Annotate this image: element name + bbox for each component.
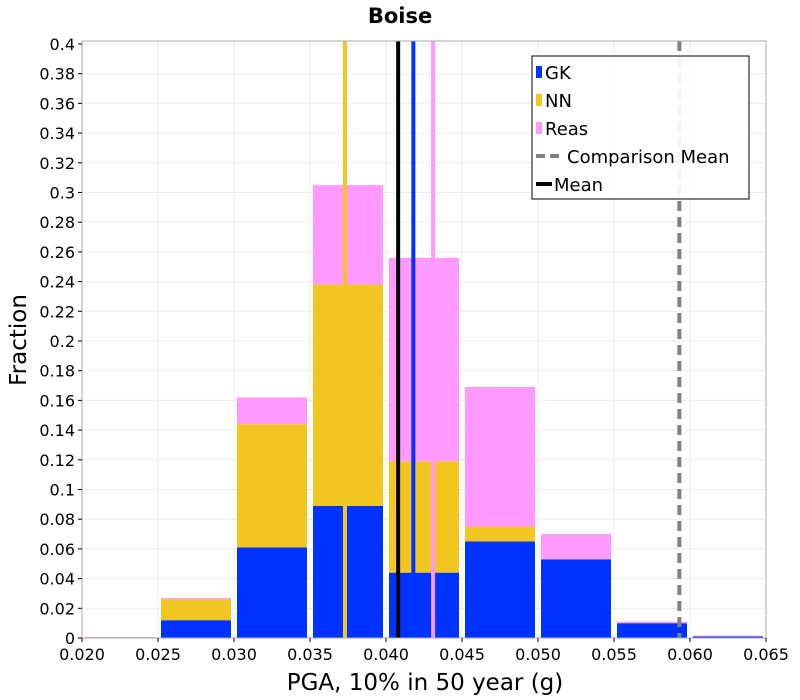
y-tick-label: 0.38 <box>39 65 75 84</box>
y-tick-label: 0.3 <box>50 183 75 202</box>
bar-gk-6 <box>541 559 611 638</box>
legend-label: GK <box>545 63 572 84</box>
legend-label: Mean <box>554 175 603 196</box>
x-tick-label: 0.055 <box>591 645 637 664</box>
y-tick-label: 0.1 <box>50 480 75 499</box>
x-axis-label: PGA, 10% in 50 year (g) <box>287 670 564 696</box>
x-tick-label: 0.050 <box>515 645 561 664</box>
bar-gk-3 <box>313 505 383 638</box>
y-tick-label: 0.2 <box>50 332 75 351</box>
bar-reas-8 <box>693 635 763 637</box>
y-axis-ticks: 0 0.02 0.04 0.06 0.08 0.1 0.12 0.14 0.16 0.18 0.2 0… <box>39 35 82 648</box>
y-tick-label: 0.12 <box>39 451 75 470</box>
bar-nn-3 <box>313 284 383 506</box>
legend: GK NN Reas Comparison Mean Mean <box>531 55 750 200</box>
bar-nn-1 <box>161 599 231 621</box>
x-tick-label: 0.040 <box>363 645 409 664</box>
chart-title: Boise <box>368 4 432 28</box>
bar-reas-3 <box>313 185 383 285</box>
bar-nn-5 <box>465 526 535 542</box>
x-tick-label: 0.025 <box>135 645 181 664</box>
y-tick-label: 0.4 <box>50 35 75 54</box>
bar-nn-2 <box>237 424 307 548</box>
legend-swatch-gk <box>536 66 542 78</box>
y-tick-label: 0.16 <box>39 391 75 410</box>
y-tick-label: 0.24 <box>39 273 75 292</box>
y-tick-label: 0.28 <box>39 213 75 232</box>
y-tick-label: 0.14 <box>39 421 75 440</box>
x-tick-label: 0.045 <box>439 645 485 664</box>
bar-reas-2 <box>237 397 307 425</box>
x-tick-label: 0.030 <box>211 645 257 664</box>
legend-box <box>531 55 750 200</box>
y-tick-label: 0.34 <box>39 124 75 143</box>
y-axis-label: Fraction <box>6 294 32 386</box>
bar-nn-4 <box>389 461 459 573</box>
y-tick-label: 0.18 <box>39 362 75 381</box>
y-tick-label: 0.06 <box>39 540 75 559</box>
bars <box>85 185 763 638</box>
bar-gk-2 <box>237 547 307 638</box>
y-tick-label: 0.36 <box>39 94 75 113</box>
x-tick-label: 0.065 <box>743 645 789 664</box>
legend-label: Comparison Mean <box>567 147 730 168</box>
legend-label: Reas <box>545 119 588 140</box>
legend-label: NN <box>545 91 572 112</box>
y-tick-label: 0 <box>65 629 75 648</box>
bar-gk-1 <box>161 620 231 638</box>
bar-gk-5 <box>465 541 535 638</box>
y-tick-label: 0.26 <box>39 243 75 262</box>
x-tick-label: 0.035 <box>287 645 333 664</box>
bar-gk-8 <box>693 636 763 638</box>
bar-reas-6 <box>541 534 611 560</box>
bar-reas-1 <box>161 597 231 600</box>
y-tick-label: 0.32 <box>39 154 75 173</box>
bar-gk-4 <box>389 572 459 638</box>
bar-gk-7 <box>617 623 687 638</box>
y-tick-label: 0.08 <box>39 510 75 529</box>
x-tick-label: 0.060 <box>667 645 713 664</box>
x-axis-ticks: 0.020 0.025 0.030 0.035 0.040 0.045 0.050 0.055… <box>59 638 789 664</box>
y-tick-label: 0.22 <box>39 302 75 321</box>
legend-swatch-reas <box>536 122 542 134</box>
plot-area-frame <box>81 40 767 639</box>
y-tick-label: 0.04 <box>39 570 75 589</box>
bar-reas-7 <box>617 621 687 624</box>
bar-reas-4 <box>389 257 459 462</box>
x-tick-label: 0.020 <box>59 645 105 664</box>
legend-swatch-nn <box>536 94 542 106</box>
y-tick-label: 0.02 <box>39 599 75 618</box>
bar-reas-5 <box>465 387 535 527</box>
